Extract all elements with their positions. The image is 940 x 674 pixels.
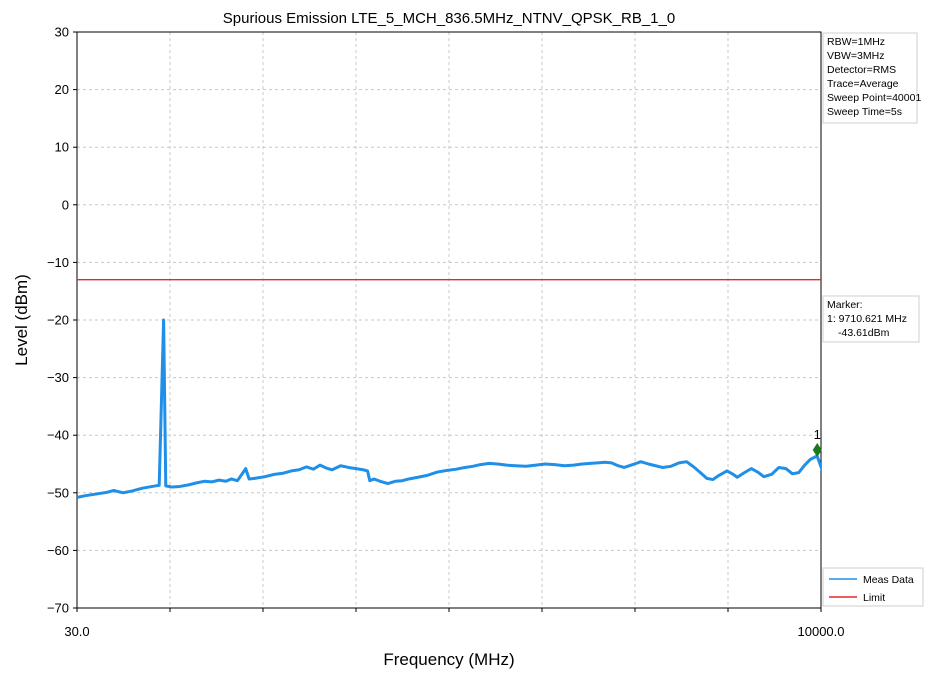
settings-vbw: VBW=3MHz [827, 50, 884, 62]
x-tick-label-max: 10000.0 [798, 624, 845, 639]
x-axis-label: Frequency (MHz) [383, 650, 514, 669]
settings-rbw: RBW=1MHz [827, 36, 885, 48]
y-tick-label: −20 [47, 313, 69, 328]
settings-sweep-time: Sweep Time=5s [827, 106, 902, 118]
y-tick-label: −50 [47, 485, 69, 500]
settings-detector: Detector=RMS [827, 64, 896, 76]
y-tick-label: −30 [47, 370, 69, 385]
y-tick-label: −10 [47, 255, 69, 270]
marker-info-heading: Marker: [827, 299, 863, 311]
marker-info-box: Marker: 1: 9710.621 MHz -43.61dBm [822, 295, 920, 343]
marker-info-level: -43.61dBm [838, 327, 890, 339]
series-meas-data-line [77, 318, 821, 499]
x-tick-label-min: 30.0 [64, 624, 89, 639]
y-tick-label: −60 [47, 543, 69, 558]
settings-sweep-point: Sweep Point=40001 [827, 92, 921, 104]
y-tick-label: 30 [55, 25, 69, 40]
grid-lines [77, 32, 821, 608]
series-layer [77, 279, 821, 499]
chart-title: Spurious Emission LTE_5_MCH_836.5MHz_NTN… [223, 10, 675, 27]
x-axis-ticks [76, 608, 822, 612]
settings-box-frame [822, 32, 918, 124]
marker-diamond [812, 442, 822, 457]
settings-trace: Trace=Average [827, 78, 899, 90]
marker-info-frequency: 1: 9710.621 MHz [827, 313, 907, 325]
legend-frame [822, 567, 924, 607]
marker-info-frame [822, 295, 920, 343]
marker-1: 1 [812, 427, 822, 457]
legend: Meas Data Limit [822, 567, 924, 607]
y-axis-ticks: 30 20 10 0 −10 −20 −30 −40 −50 −60 −70 [47, 25, 77, 616]
y-tick-label: 10 [55, 140, 69, 155]
settings-box: RBW=1MHz VBW=3MHz Detector=RMS Trace=Ave… [822, 32, 921, 124]
y-tick-label: 20 [55, 82, 69, 97]
legend-label-limit: Limit [863, 592, 885, 604]
y-tick-label: −40 [47, 428, 69, 443]
y-tick-label: 0 [62, 197, 69, 212]
y-axis-label: Level (dBm) [12, 274, 31, 366]
y-tick-label: −70 [47, 601, 69, 616]
legend-label-meas-data: Meas Data [863, 574, 914, 586]
marker-number: 1 [814, 427, 821, 442]
